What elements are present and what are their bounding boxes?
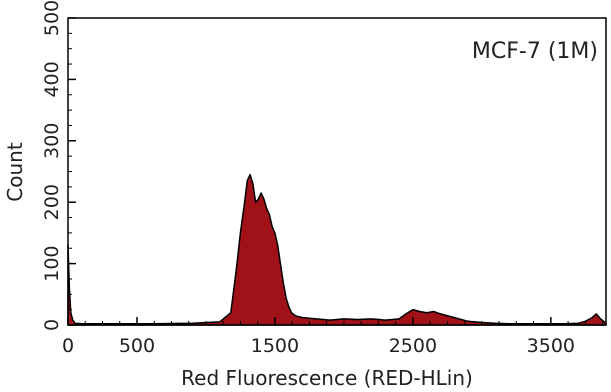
x-tick-label: 1500 [251,335,299,357]
y-tick-label: 400 [41,61,63,97]
x-axis-label: Red Fluorescence (RED-HLin) [181,366,473,390]
y-tick-label: 0 [41,319,63,331]
y-tick-label: 300 [41,123,63,159]
y-axis-label: Count [3,142,27,202]
y-axis: 0 100 200 300 400 500 [41,0,76,331]
y-tick-label: 500 [41,0,63,36]
x-tick-label: 3500 [527,335,575,357]
y-tick-label: 200 [41,184,63,220]
x-tick-label: 2500 [389,335,437,357]
x-axis: 0 500 1500 2500 3500 [62,317,604,357]
x-tick-label: 0 [62,335,74,357]
sample-annotation: MCF-7 (1M) [472,39,598,64]
plot-frame [67,17,607,326]
y-tick-label: 100 [41,245,63,281]
x-tick-label: 500 [119,335,155,357]
histogram-area [67,173,607,326]
